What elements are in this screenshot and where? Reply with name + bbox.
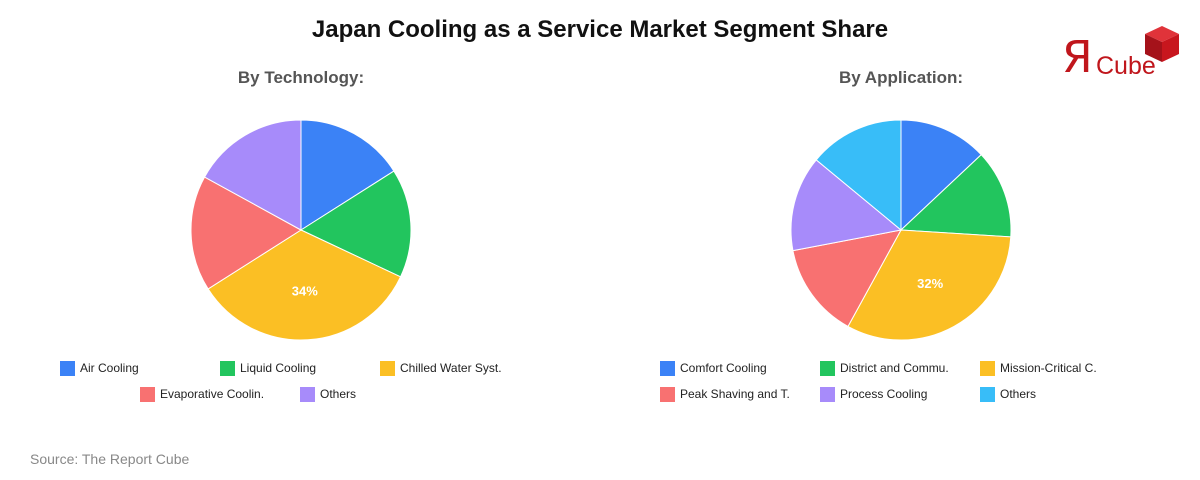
legend-item-others[interactable]: Others [300, 384, 356, 404]
logo-text: Cube [1096, 52, 1156, 80]
pie-slice-district-and-commu [899, 153, 1012, 238]
legend-item-process-cooling[interactable]: Process Cooling [820, 384, 927, 404]
application-pie-chart: 32% [790, 119, 1012, 341]
legend-label: Others [320, 387, 357, 401]
pie-slice-comfort-cooling [900, 119, 982, 232]
application-legend: Comfort Cooling District and Commu. Missio… [660, 358, 1200, 418]
legend-swatch [140, 386, 155, 402]
source-note: Source: The Report Cube [30, 451, 190, 467]
legend-swatch [380, 360, 395, 376]
technology-pie-title: By Technology: [237, 68, 365, 87]
report-cube-logo: Я Cube [1058, 24, 1188, 84]
application-pie-title: By Application: [838, 68, 964, 87]
pie-slice-others [203, 119, 302, 231]
legend-label: Liquid Cooling [240, 361, 317, 375]
legend-item-peak-shaving-and-t[interactable]: Peak Shaving and T. [660, 384, 790, 404]
cube-icon [1145, 26, 1179, 62]
legend-item-liquid-cooling[interactable]: Liquid Cooling [220, 358, 316, 378]
legend-item-mission-critical-c[interactable]: Mission-Critical C. [980, 358, 1097, 378]
legend-item-others[interactable]: Others [980, 384, 1036, 404]
pie-slice-evaporative-coolin [190, 176, 302, 290]
legend-swatch [220, 360, 235, 376]
pie-slice-air-cooling [300, 119, 395, 231]
legend-swatch [820, 360, 835, 376]
legend-swatch [300, 386, 315, 402]
pie-slice-chilled-water-syst [207, 229, 402, 341]
legend-swatch [820, 386, 835, 402]
pie-slice-liquid-cooling [299, 170, 412, 278]
legend-label: Process Cooling [840, 387, 928, 401]
pie-slice-process-cooling [790, 159, 903, 252]
technology-pie-chart: 34% [190, 119, 412, 341]
legend-label: Air Cooling [80, 361, 139, 375]
legend-item-evaporative-coolin[interactable]: Evaporative Coolin. [140, 384, 264, 404]
pie-slice-mission-critical-c [847, 229, 1012, 341]
legend-label: District and Commu. [840, 361, 949, 375]
legend-label: Evaporative Coolin. [160, 387, 265, 401]
legend-label: Comfort Cooling [680, 361, 767, 375]
legend-item-air-cooling[interactable]: Air Cooling [60, 358, 139, 378]
legend-label: Others [1000, 387, 1037, 401]
legend-swatch [980, 386, 995, 402]
chart-title: Japan Cooling as a Service Market Segmen… [311, 16, 889, 43]
pie-data-label-mission-critical-c: 32% [917, 276, 943, 291]
legend-label: Chilled Water Syst. [400, 361, 502, 375]
pie-slice-others [815, 119, 902, 232]
legend-label: Mission-Critical C. [1000, 361, 1097, 375]
legend-swatch [980, 360, 995, 376]
legend-item-district-and-commu[interactable]: District and Commu. [820, 358, 949, 378]
legend-swatch [660, 360, 675, 376]
legend-item-chilled-water-syst[interactable]: Chilled Water Syst. [380, 358, 502, 378]
pie-slice-peak-shaving-and-t [792, 229, 902, 328]
technology-legend: Air Cooling Liquid Cooling Chilled Water S… [60, 358, 620, 418]
legend-swatch [60, 360, 75, 376]
legend-swatch [660, 386, 675, 402]
legend-label: Peak Shaving and T. [680, 387, 790, 401]
pie-data-label-chilled-water-syst: 34% [292, 283, 318, 298]
legend-item-comfort-cooling[interactable]: Comfort Cooling [660, 358, 767, 378]
logo-r-glyph: Я [1062, 32, 1093, 83]
